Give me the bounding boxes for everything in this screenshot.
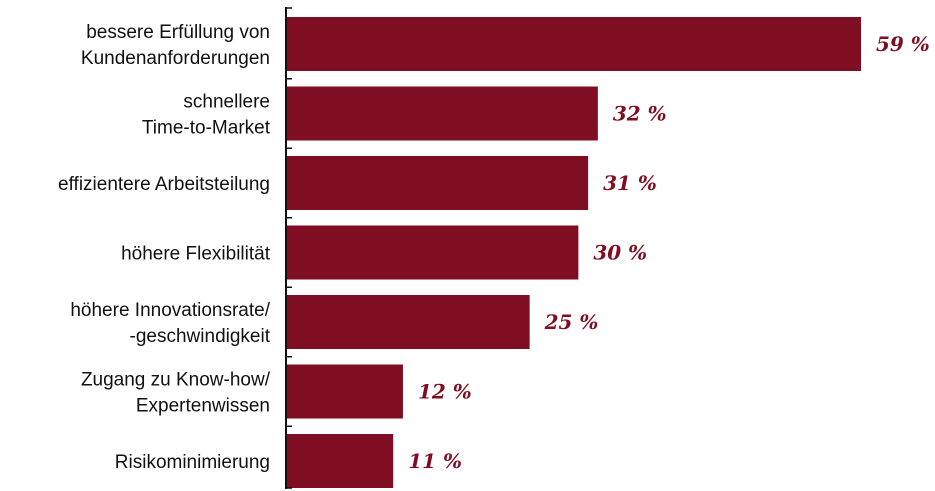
category-label-2: schnellere Time-to-Market [142,92,271,139]
bar-3 [286,156,589,210]
category-label-1: bessere Erfüllung von Kundenanforderungen [81,22,270,69]
category-label-line: bessere Erfüllung von [86,22,270,43]
category-label-line: Zugang zu Know-how/ [81,370,271,391]
bar-7 [286,434,394,488]
category-label-6: Zugang zu Know-how/Expertenwissen [81,370,271,417]
category-label-line: schnellere [183,92,270,113]
category-label-5: höhere Innovationsrate/ -geschwindigkeit [70,300,270,347]
category-label-7: Risikominimierung [115,452,270,473]
value-labels: 59 % 32 % 31 % 30 % 25 % 12 % 11 % [408,32,930,473]
value-label-1: 59 % [876,32,930,56]
y-axis [285,7,292,489]
category-label-line: Time-to-Market [142,118,271,139]
bar-6 [286,364,403,419]
bar-2 [286,86,598,141]
category-label-line: effizientere Arbeitsteilung [58,174,270,195]
bar-4 [286,225,579,280]
category-labels: bessere Erfüllung von Kundenanforderungen… [58,22,271,473]
category-label-4: höhere Flexibilität [121,244,271,265]
category-label-line: Expertenwissen [136,396,270,417]
value-label-4: 30 % [593,241,647,265]
value-label-3: 31 % [603,171,657,195]
value-label-7: 11 % [408,449,462,473]
bar-1 [286,17,861,71]
bar-5 [286,295,530,349]
value-label-2: 32 % [613,102,667,126]
category-label-line: -geschwindigkeit [130,326,271,347]
bars-group [286,17,861,488]
category-label-line: Risikominimierung [115,452,270,473]
value-label-5: 25 % [544,310,599,334]
category-label-line: Kundenanforderungen [81,48,270,69]
category-label-3: effizientere Arbeitsteilung [58,174,270,195]
category-label-line: höhere Innovationsrate/ [70,300,270,321]
category-label-line: höhere Flexibilität [121,244,271,265]
value-label-6: 12 % [418,380,472,404]
